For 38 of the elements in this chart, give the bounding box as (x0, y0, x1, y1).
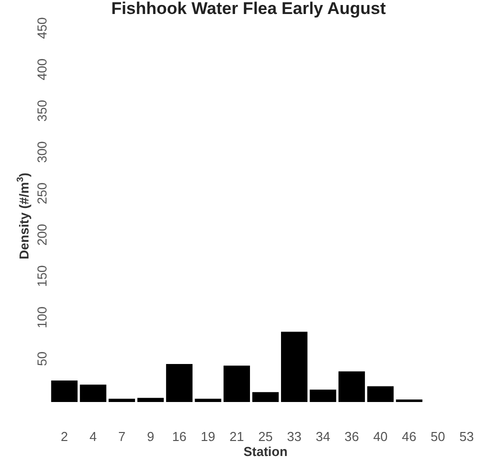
x-tick-label: 25 (258, 429, 273, 444)
y-tick-label: 400 (34, 58, 50, 80)
x-tick-label: 2 (60, 429, 68, 444)
bar (252, 392, 279, 402)
x-tick-label: 40 (373, 429, 388, 444)
chart-title: Fishhook Water Flea Early August (111, 0, 386, 18)
x-tick-label: 53 (459, 429, 474, 444)
bar (80, 384, 106, 402)
x-tick-label: 16 (172, 429, 187, 444)
x-tick-label: 7 (118, 429, 126, 444)
y-tick-label: 200 (34, 224, 50, 246)
y-tick-label: 250 (34, 182, 50, 204)
x-tick-label: 4 (89, 429, 97, 444)
bar (281, 332, 308, 402)
y-tick-label: 150 (34, 265, 50, 287)
x-tick-label: 19 (200, 429, 216, 444)
y-tick-label: 350 (34, 100, 50, 122)
bar (137, 398, 164, 402)
x-tick-label: 33 (286, 429, 302, 444)
x-tick-label: 34 (316, 429, 330, 444)
bar (367, 386, 394, 402)
x-tick-label: 50 (430, 429, 446, 444)
bar (166, 364, 193, 402)
bar (310, 390, 336, 402)
bar (108, 398, 136, 402)
bar (224, 366, 250, 402)
x-tick-label: 9 (146, 429, 154, 444)
x-tick-label: 36 (344, 429, 359, 444)
y-tick-label: 450 (34, 17, 50, 39)
bar (194, 398, 222, 402)
y-tick-label: 300 (34, 141, 50, 163)
y-tick-label: 50 (34, 351, 50, 366)
x-tick-label: 46 (402, 429, 416, 444)
x-tick-label: 21 (230, 429, 244, 444)
bar (338, 371, 365, 402)
y-tick-label: 100 (34, 306, 50, 328)
x-axis-title: Station (243, 444, 288, 459)
bar (51, 380, 78, 402)
